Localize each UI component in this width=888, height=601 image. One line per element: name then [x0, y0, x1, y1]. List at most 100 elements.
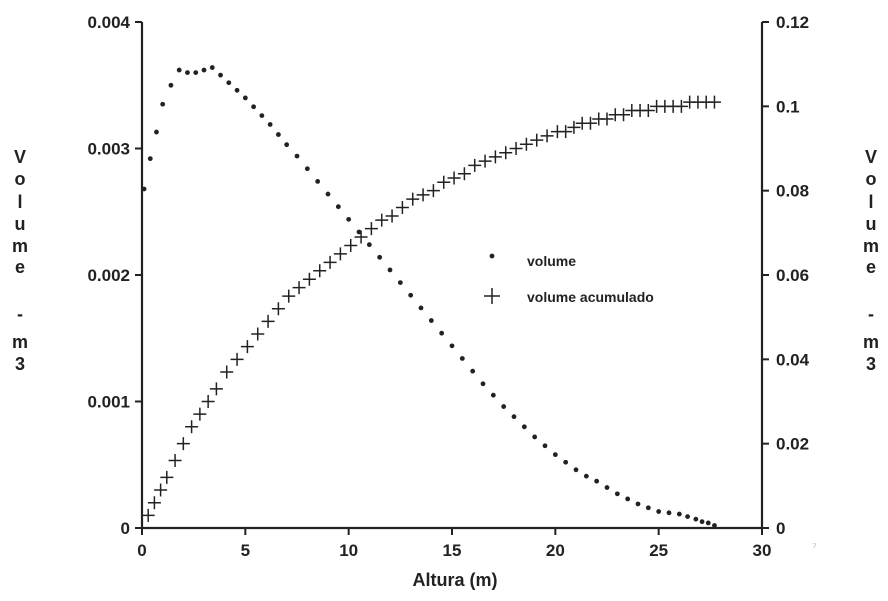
volume-point [594, 478, 600, 484]
y-left-title-char: m [12, 332, 28, 352]
volume-acumulado-point [230, 352, 244, 366]
volume-point [387, 267, 393, 273]
volume-acumulado-point [559, 125, 573, 139]
legend-label-volume: volume [527, 253, 576, 269]
volume-point [542, 443, 548, 449]
volume-point [242, 95, 248, 101]
legend: volume volume acumulado [484, 253, 654, 305]
volume-acumulado-point [313, 264, 327, 278]
x-tick-label: 20 [546, 541, 565, 560]
volume-point [346, 216, 352, 222]
y-left-title-char: 3 [15, 354, 25, 374]
volume-point [449, 343, 455, 349]
x-tick-label: 5 [241, 541, 250, 560]
y-left-tick-label: 0.004 [87, 13, 130, 32]
volume-acumulado-point [364, 222, 378, 236]
volume-acumulado-point [292, 281, 306, 295]
y-left-tick-label: 0.001 [87, 393, 130, 412]
y-right-tick-label: 0.02 [776, 435, 809, 454]
volume-acumulado-point [540, 129, 554, 143]
volume-acumulado-point [240, 340, 254, 354]
volume-point [234, 87, 240, 93]
y-right-tick-label: 0.04 [776, 350, 810, 369]
volume-acumulado-point [185, 420, 199, 434]
volume-acumulado-point [333, 247, 347, 261]
volume-point [366, 242, 372, 248]
y-left-tick-label: 0.002 [87, 266, 130, 285]
y-right-title-char: e [866, 257, 876, 277]
x-tick-label: 30 [753, 541, 772, 560]
volume-acumulado-point [509, 142, 523, 155]
x-axis-title: Altura (m) [413, 570, 498, 590]
volume-point [712, 523, 717, 528]
volume-point [408, 292, 414, 298]
volume-point [141, 186, 147, 192]
volume-point [226, 80, 232, 86]
volume-acumulado-point [457, 167, 471, 181]
volume-acumulado-point [147, 496, 161, 510]
x-tick-label: 25 [649, 541, 668, 560]
y-right-tick-label: 0.1 [776, 97, 800, 116]
volume-point [470, 368, 476, 374]
y-right-title-char: l [868, 192, 873, 212]
y-left-title-char: m [12, 236, 28, 256]
volume-point [147, 156, 153, 162]
volume-acumulado-point [201, 395, 215, 408]
y-right-title-char: - [868, 304, 874, 324]
y-left-title-char: e [15, 257, 25, 277]
volume-point [511, 414, 517, 420]
volume-acumulado-point [437, 175, 451, 189]
volume-acumulado-point [406, 192, 420, 206]
volume-acumulado-point [323, 255, 337, 269]
volume-point [490, 392, 496, 398]
series-volume-acumulado [141, 95, 721, 522]
volume-acumulado-point [141, 508, 155, 522]
y-left-title-char: V [14, 147, 26, 167]
volume-acumulado-point [168, 454, 182, 468]
volume-acumulado-point [583, 116, 597, 130]
y-left-title-char: u [15, 214, 26, 234]
volume-point [294, 153, 300, 159]
volume-point [377, 254, 383, 260]
volume-acumulado-point [499, 146, 513, 160]
volume-point [666, 510, 672, 516]
y-left-title-char: o [15, 169, 26, 189]
volume-point [699, 519, 705, 525]
volume-acumulado-point [519, 137, 533, 151]
volume-point [397, 280, 403, 285]
volume-point [168, 82, 174, 88]
legend-marker-volume [489, 253, 495, 259]
volume-point [439, 330, 445, 336]
volume-point [685, 514, 690, 520]
y-right-title-char: m [863, 332, 879, 352]
y-left-tick-label: 0 [121, 519, 130, 538]
volume-point [304, 166, 310, 172]
volume-acumulado-point [478, 154, 492, 168]
volume-point [154, 129, 159, 135]
volume-acumulado-point [617, 108, 631, 122]
stray-mark: ⁷ [812, 541, 817, 555]
volume-point [459, 356, 465, 361]
volume-acumulado-point [641, 104, 655, 118]
y-right-title-char: 3 [866, 354, 876, 374]
volume-acumulado-point [160, 470, 174, 484]
volume-acumulado-point [447, 171, 461, 185]
volume-point [193, 70, 199, 75]
volume-point [276, 132, 281, 137]
series-volume [141, 65, 717, 528]
y-right-tick-label: 0.12 [776, 13, 809, 32]
x-tick-label: 10 [339, 541, 358, 560]
y-right-tick-label: 0 [776, 519, 785, 538]
volume-point [315, 178, 321, 184]
x-tick-label: 0 [137, 541, 146, 560]
volume-acumulado-point [395, 201, 409, 215]
volume-point [625, 496, 631, 502]
volume-point [614, 491, 620, 497]
legend-marker-volume-acumulado [484, 288, 500, 304]
ticks: 0 5 10 15 20 25 3000.0010.0020.0030.00400.020.… [87, 13, 809, 560]
volume-point [259, 113, 265, 119]
volume-point [185, 70, 190, 75]
